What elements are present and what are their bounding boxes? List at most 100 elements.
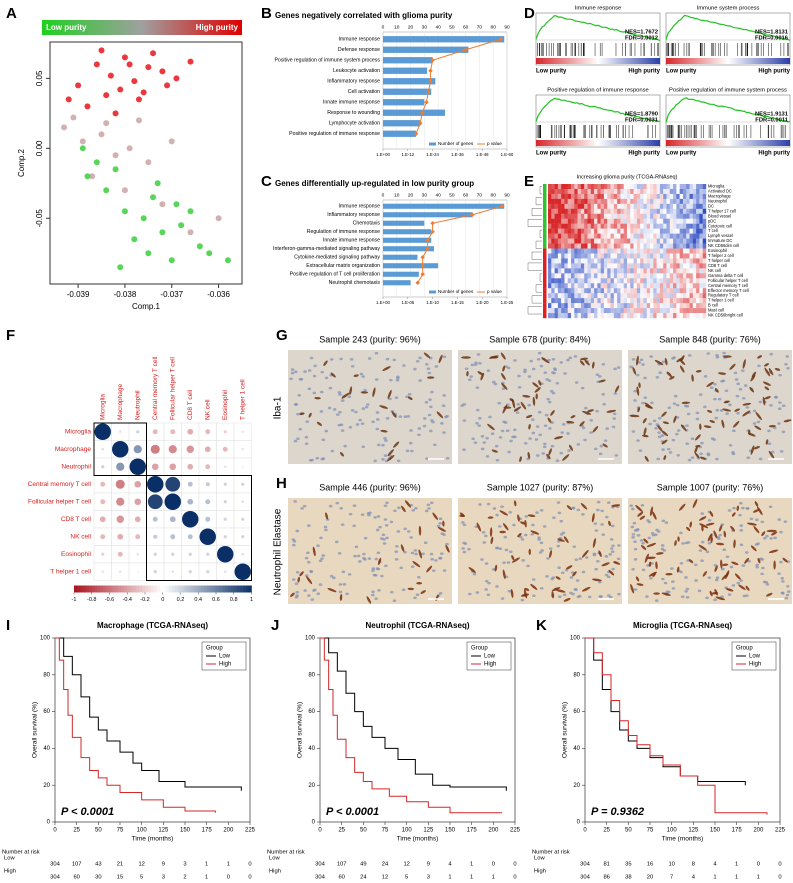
nucleus — [303, 589, 307, 592]
heatmap-cell — [548, 263, 552, 269]
correlation-circle — [117, 551, 123, 557]
heatmap-cell — [590, 268, 595, 274]
correlation-circle — [170, 534, 176, 540]
stained-cell — [611, 504, 621, 507]
nucleus — [318, 559, 323, 563]
nucleus — [558, 595, 562, 599]
heatmap-cell — [699, 268, 703, 274]
heatmap-cell — [659, 283, 664, 289]
heatmap-cell — [620, 238, 624, 244]
point — [112, 110, 119, 117]
stained-cell — [613, 561, 621, 565]
nucleus — [445, 456, 450, 460]
heatmap-cell — [689, 248, 694, 254]
nucleus — [657, 416, 662, 420]
heatmap-cell — [640, 218, 644, 224]
nucleus — [685, 424, 689, 427]
heatmap-cell — [686, 213, 690, 219]
stained-cell — [553, 436, 564, 440]
heatmap-cell — [686, 288, 690, 294]
heatmap-cell — [646, 253, 651, 259]
heatmap-cell — [551, 223, 555, 229]
heatmap-cell — [699, 263, 703, 269]
heatmap-cell — [673, 208, 677, 214]
colorbar-segment — [94, 585, 98, 593]
nucleus — [728, 443, 733, 447]
heatmap-cell — [682, 233, 687, 239]
nucleus — [480, 434, 485, 438]
heatmap-cell — [580, 253, 585, 259]
stained-cell — [655, 561, 658, 570]
heatmap-cell — [597, 308, 601, 314]
y-tick-label: 20 — [43, 783, 50, 789]
heatmap-cell — [594, 223, 598, 229]
heatmap-cell — [557, 203, 562, 210]
risk-group: High — [4, 869, 16, 875]
heatmap-cell — [673, 253, 677, 259]
nucleus — [436, 524, 441, 528]
nucleus — [539, 586, 544, 590]
row-label: Mast cell — [708, 308, 724, 313]
bar — [383, 57, 433, 64]
point — [98, 131, 105, 138]
nucleus — [786, 366, 790, 370]
correlation-circle — [222, 446, 228, 452]
heatmap-cell — [630, 303, 634, 309]
nucleus — [307, 560, 311, 564]
gsea-frame — [665, 94, 791, 148]
heatmap-cell — [656, 283, 661, 289]
stained-cell — [314, 396, 321, 400]
nucleus — [371, 590, 375, 594]
risk-count: 24 — [382, 862, 389, 868]
nucleus — [464, 367, 469, 370]
stained-cell — [555, 589, 566, 593]
heatmap-cell — [643, 268, 647, 274]
heatmap-cell — [557, 243, 562, 249]
risk-group: High — [269, 869, 281, 875]
heatmap-cell — [650, 263, 654, 269]
heatmap-cell — [692, 293, 697, 299]
heatmap-cell — [627, 303, 631, 309]
nucleus — [583, 438, 587, 442]
colorbar-segment — [136, 585, 140, 593]
correlation-circle — [187, 481, 193, 487]
heatmap-cell — [696, 243, 700, 249]
heatmap-cell — [603, 248, 608, 254]
heatmap-cell — [597, 268, 601, 274]
heatmap-cell — [567, 273, 572, 279]
nucleus — [547, 400, 552, 404]
nucleus — [703, 405, 707, 409]
nucleus — [589, 431, 593, 434]
stained-cell — [341, 392, 350, 399]
heatmap-cell — [702, 278, 707, 284]
plot-frame — [319, 637, 516, 823]
heatmap-cell — [623, 198, 628, 205]
panel-letter: G — [276, 327, 288, 344]
stained-cell — [747, 432, 756, 437]
bar — [383, 46, 469, 53]
x-tick-label: 25 — [338, 828, 345, 834]
heatmap-cell — [610, 308, 615, 314]
nucleus — [574, 381, 579, 384]
heatmap-cell — [564, 303, 568, 309]
nucleus — [700, 512, 705, 515]
correlation-circle — [136, 430, 140, 434]
heatmap-cell — [669, 253, 674, 259]
heatmap-cell — [666, 243, 670, 249]
nucleus — [600, 509, 604, 513]
row-label: Eosinophil — [61, 551, 92, 558]
heatmap-cell — [557, 273, 562, 279]
nucleus — [556, 544, 561, 548]
nucleus — [531, 523, 535, 527]
row-annotation — [543, 273, 547, 279]
heatmap-cell — [554, 188, 559, 195]
nucleus — [530, 532, 535, 536]
nucleus — [600, 523, 604, 526]
heatmap-cell — [580, 268, 585, 274]
heatmap-cell — [630, 198, 634, 205]
heatmap-cell — [696, 293, 700, 299]
heatmap-cell — [607, 218, 611, 224]
heatmap-cell — [561, 223, 565, 229]
stained-cell — [764, 396, 771, 400]
heatmap-cell — [673, 308, 677, 314]
